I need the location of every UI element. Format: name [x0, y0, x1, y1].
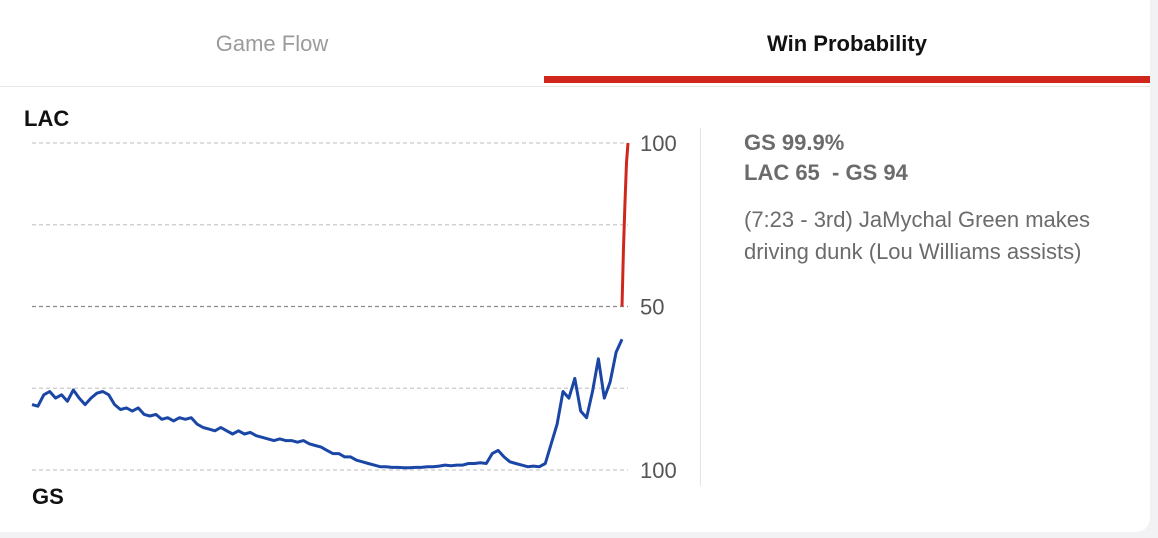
bottom-team-label: GS — [32, 484, 64, 509]
tab-bar: Game Flow Win Probability — [0, 0, 1150, 87]
win-probability-chart: 100 50 100 — [31, 131, 677, 483]
play-description: (7:23 - 3rd) JaMychal Green makes drivin… — [744, 207, 1091, 264]
score-line: LAC 65 - GS 94 — [744, 160, 908, 185]
play-info-panel: GS 99.9% LAC 65 - GS 94 (7:23 - 3rd) JaM… — [744, 128, 1124, 268]
win-probability-value: GS 99.9% — [744, 130, 845, 155]
y-tick-label: 50 — [640, 295, 664, 320]
y-tick-label: 100 — [640, 458, 677, 483]
chart-divider — [700, 128, 701, 486]
win-probability-line-lac — [620, 142, 630, 307]
active-tab-indicator — [544, 76, 1150, 83]
y-tick-label: 100 — [640, 131, 677, 156]
tab-game-flow[interactable]: Game Flow — [215, 31, 329, 56]
top-team-label: LAC — [24, 106, 70, 131]
tab-win-probability[interactable]: Win Probability — [767, 31, 927, 56]
win-probability-line-gs — [31, 338, 624, 470]
